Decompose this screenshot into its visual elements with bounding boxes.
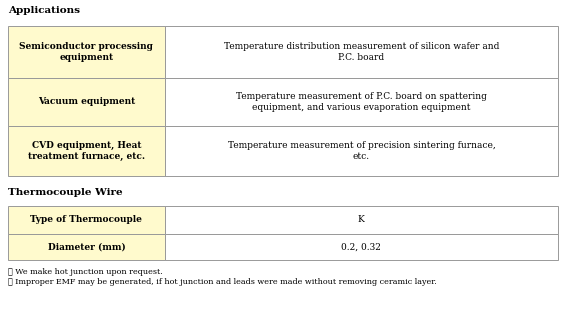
Text: CVD equipment, Heat
treatment furnace, etc.: CVD equipment, Heat treatment furnace, e…: [28, 141, 145, 161]
Text: ※ Improper EMF may be generated, if hot junction and leads were made without rem: ※ Improper EMF may be generated, if hot …: [8, 278, 437, 286]
Text: Thermocouple Wire: Thermocouple Wire: [8, 188, 122, 197]
Text: Temperature distribution measurement of silicon wafer and
P.C. board: Temperature distribution measurement of …: [224, 42, 499, 62]
Bar: [8, 206, 165, 234]
Bar: [165, 234, 558, 260]
Text: Temperature measurement of P.C. board on spattering
equipment, and various evapo: Temperature measurement of P.C. board on…: [236, 92, 487, 112]
Bar: [8, 26, 165, 78]
Bar: [8, 126, 165, 176]
Text: Temperature measurement of precision sintering furnace,
etc.: Temperature measurement of precision sin…: [227, 141, 495, 161]
Bar: [165, 78, 558, 126]
Bar: [165, 126, 558, 176]
Text: Diameter (mm): Diameter (mm): [48, 242, 125, 251]
Text: Applications: Applications: [8, 6, 80, 15]
Bar: [8, 234, 165, 260]
Text: ※ We make hot junction upon request.: ※ We make hot junction upon request.: [8, 268, 163, 276]
Text: Type of Thermocouple: Type of Thermocouple: [31, 215, 142, 224]
Bar: [165, 26, 558, 78]
Text: Semiconductor processing
equipment: Semiconductor processing equipment: [19, 42, 153, 62]
Text: Vacuum equipment: Vacuum equipment: [38, 98, 135, 107]
Text: 0.2, 0.32: 0.2, 0.32: [341, 242, 382, 251]
Bar: [8, 78, 165, 126]
Text: K: K: [358, 215, 365, 224]
Bar: [165, 206, 558, 234]
